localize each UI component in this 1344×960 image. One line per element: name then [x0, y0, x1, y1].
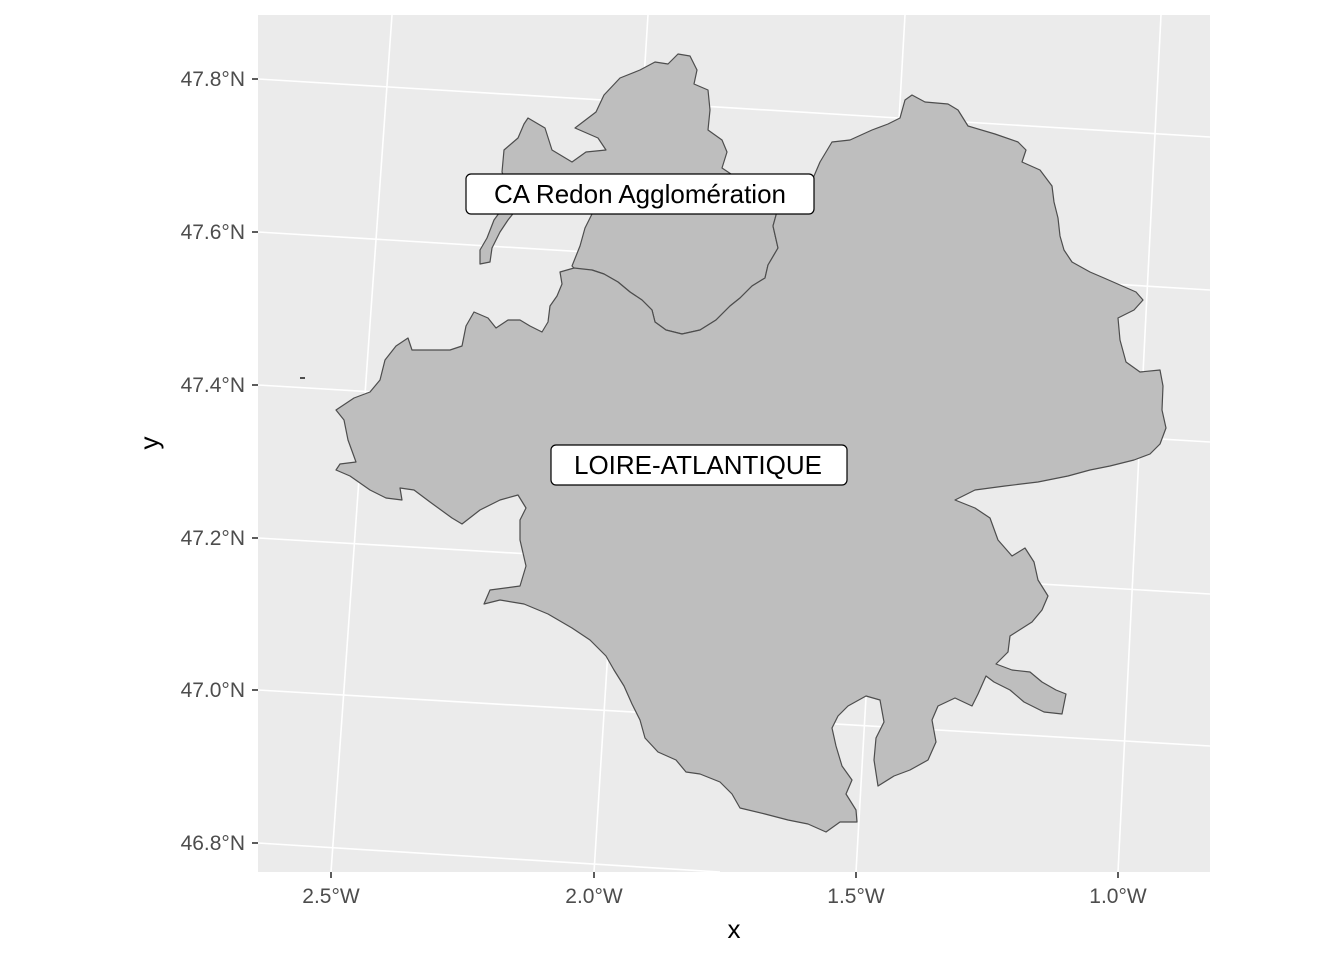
- y-axis: 47.8°N 47.6°N 47.4°N 47.2°N 47.0°N 46.8°…: [181, 68, 258, 855]
- x-axis: 2.5°W 2.0°W 1.5°W 1.0°W: [302, 872, 1147, 908]
- x-tick-label: 1.5°W: [827, 885, 885, 908]
- region-label-loire-atlantique: LOIRE-ATLANTIQUE: [550, 444, 848, 486]
- parallel-46.8N: [258, 842, 721, 872]
- region-label-text: CA Redon Agglomération: [494, 179, 786, 209]
- x-tick-label: 2.0°W: [565, 885, 623, 908]
- label-box: [550, 444, 848, 486]
- island-dot: [300, 377, 305, 379]
- x-tick-label: 1.0°W: [1089, 885, 1147, 908]
- y-axis-title: y: [134, 437, 164, 450]
- x-axis-title: x: [728, 914, 741, 944]
- y-tick-label: 47.2°N: [181, 527, 245, 550]
- y-tick-label: 47.6°N: [181, 221, 245, 244]
- y-tick-label: 47.8°N: [181, 68, 245, 91]
- parallel-47.8N: [258, 78, 1210, 138]
- label-box: [465, 173, 815, 215]
- y-tick-label: 47.0°N: [181, 679, 245, 702]
- y-tick-label: 47.4°N: [181, 374, 245, 397]
- region-label-redon: CA Redon Agglomération: [465, 173, 815, 215]
- region-label-text: LOIRE-ATLANTIQUE: [574, 450, 822, 480]
- y-tick-label: 46.8°N: [181, 832, 245, 855]
- x-tick-label: 2.5°W: [302, 885, 360, 908]
